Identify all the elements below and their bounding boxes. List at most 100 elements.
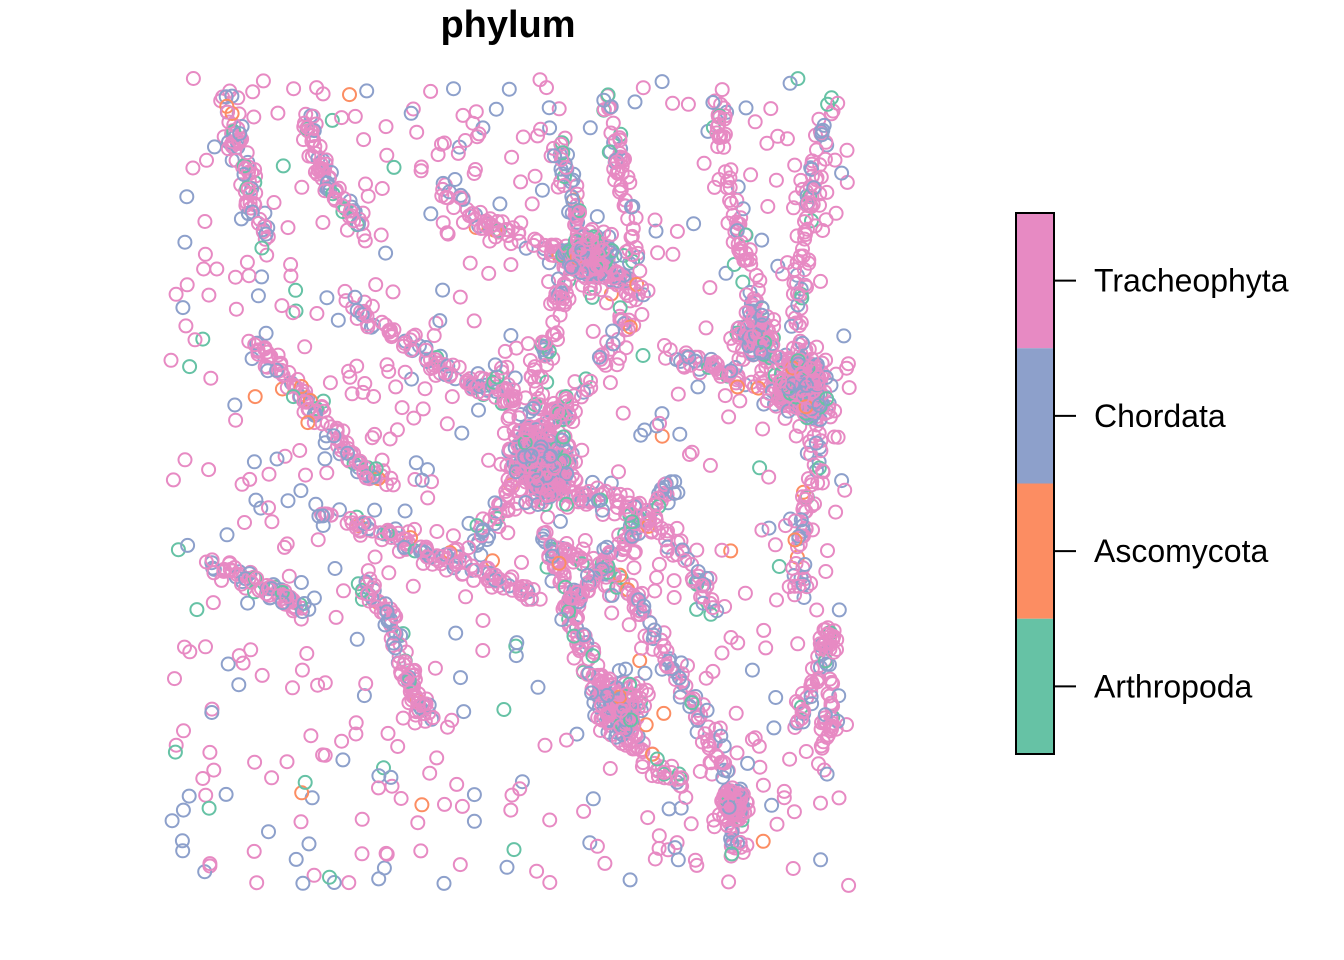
scatter-point — [813, 443, 829, 459]
scatter-point — [724, 846, 740, 862]
scatter-point — [721, 409, 737, 425]
scatter-point — [504, 149, 520, 165]
scatter-point — [255, 73, 271, 89]
scatter-point — [712, 720, 728, 736]
scatter-point — [179, 277, 195, 293]
scatter-point — [699, 702, 715, 718]
scatter-point — [828, 504, 844, 520]
scatter-point — [714, 645, 730, 661]
scatter-point — [175, 802, 191, 818]
scatter-point — [298, 467, 313, 483]
scatter-point — [805, 373, 821, 389]
scatter-point — [358, 676, 374, 692]
scatter-point — [317, 675, 333, 691]
scatter-point — [349, 631, 365, 647]
scatter-point — [811, 756, 826, 772]
scatter-point — [670, 771, 686, 787]
scatter-point — [795, 704, 811, 720]
scatter-point — [311, 508, 327, 524]
scatter-point — [559, 496, 574, 512]
scatter-point — [585, 323, 601, 339]
scatter-point — [409, 124, 425, 140]
scatter-point — [235, 655, 251, 671]
scatter-point — [495, 382, 511, 398]
scatter-point — [329, 432, 345, 448]
scatter-point — [406, 410, 422, 426]
scatter-point — [357, 233, 373, 249]
scatter-point — [601, 671, 617, 687]
scatter-point — [258, 325, 274, 341]
scatter-point — [374, 181, 390, 196]
scatter-point — [407, 472, 423, 487]
scatter-point — [781, 381, 797, 397]
scatter-point — [769, 592, 784, 608]
scatter-point — [827, 152, 843, 168]
scatter-point — [790, 71, 806, 87]
scatter-point — [640, 283, 656, 299]
scatter-point — [782, 75, 798, 91]
scatter-point — [207, 139, 222, 155]
scatter-point — [294, 604, 310, 620]
scatter-point — [658, 350, 673, 366]
scatter-point — [625, 741, 641, 757]
scatter-point — [414, 472, 430, 488]
scatter-point — [777, 410, 793, 426]
scatter-point — [656, 765, 672, 780]
scatter-point — [179, 189, 195, 205]
scatter-point — [732, 834, 748, 850]
scatter-point — [358, 176, 373, 192]
scatter-point — [240, 595, 256, 611]
scatter-point — [475, 613, 491, 628]
scatter-point — [202, 856, 218, 872]
scatter-point — [557, 543, 573, 559]
scatter-point — [744, 662, 760, 678]
scatter-point — [285, 680, 300, 696]
scatter-point — [204, 705, 220, 720]
scatter-point — [243, 642, 259, 658]
scatter-point — [791, 578, 807, 594]
scatter-point — [660, 523, 675, 539]
scatter-point — [503, 236, 519, 252]
scatter-point — [674, 542, 690, 558]
scatter-point — [181, 788, 197, 804]
scatter-point — [754, 522, 770, 538]
scatter-point — [566, 388, 582, 404]
scatter-point — [686, 216, 702, 232]
scatter-point — [367, 502, 383, 518]
scatter-point — [789, 228, 805, 244]
scatter-point — [841, 380, 857, 396]
scatter-point — [724, 784, 740, 800]
scatter-point — [542, 120, 558, 136]
scatter-point — [386, 625, 402, 641]
scatter-point — [763, 101, 779, 117]
scatter-point — [740, 755, 756, 771]
scatter-point — [590, 493, 606, 509]
scatter-point — [348, 715, 364, 731]
scatter-point — [386, 159, 402, 175]
scatter-point — [360, 586, 375, 602]
scatter-point — [327, 561, 343, 576]
scatter-point — [553, 572, 569, 588]
scatter-point — [791, 696, 806, 712]
scatter-point — [690, 379, 706, 395]
scatter-point — [666, 590, 682, 605]
scatter-point — [839, 360, 855, 376]
scatter-point — [553, 136, 569, 152]
scatter-point — [809, 602, 825, 618]
scatter-point — [807, 218, 823, 234]
scatter-point — [239, 145, 255, 161]
scatter-point — [830, 95, 846, 111]
scatter-point — [785, 560, 801, 576]
scatter-point — [622, 872, 638, 888]
scatter-point — [341, 875, 357, 891]
scatter-point — [755, 777, 771, 793]
scatter-point — [218, 786, 234, 802]
scatter-point — [640, 810, 656, 826]
scatter-point — [795, 241, 810, 257]
scatter-point — [584, 289, 600, 305]
scatter-point — [415, 401, 431, 417]
scatter-point — [318, 152, 334, 168]
scatter-point — [787, 587, 803, 603]
scatter-point — [468, 562, 484, 578]
scatter-point — [591, 349, 607, 365]
